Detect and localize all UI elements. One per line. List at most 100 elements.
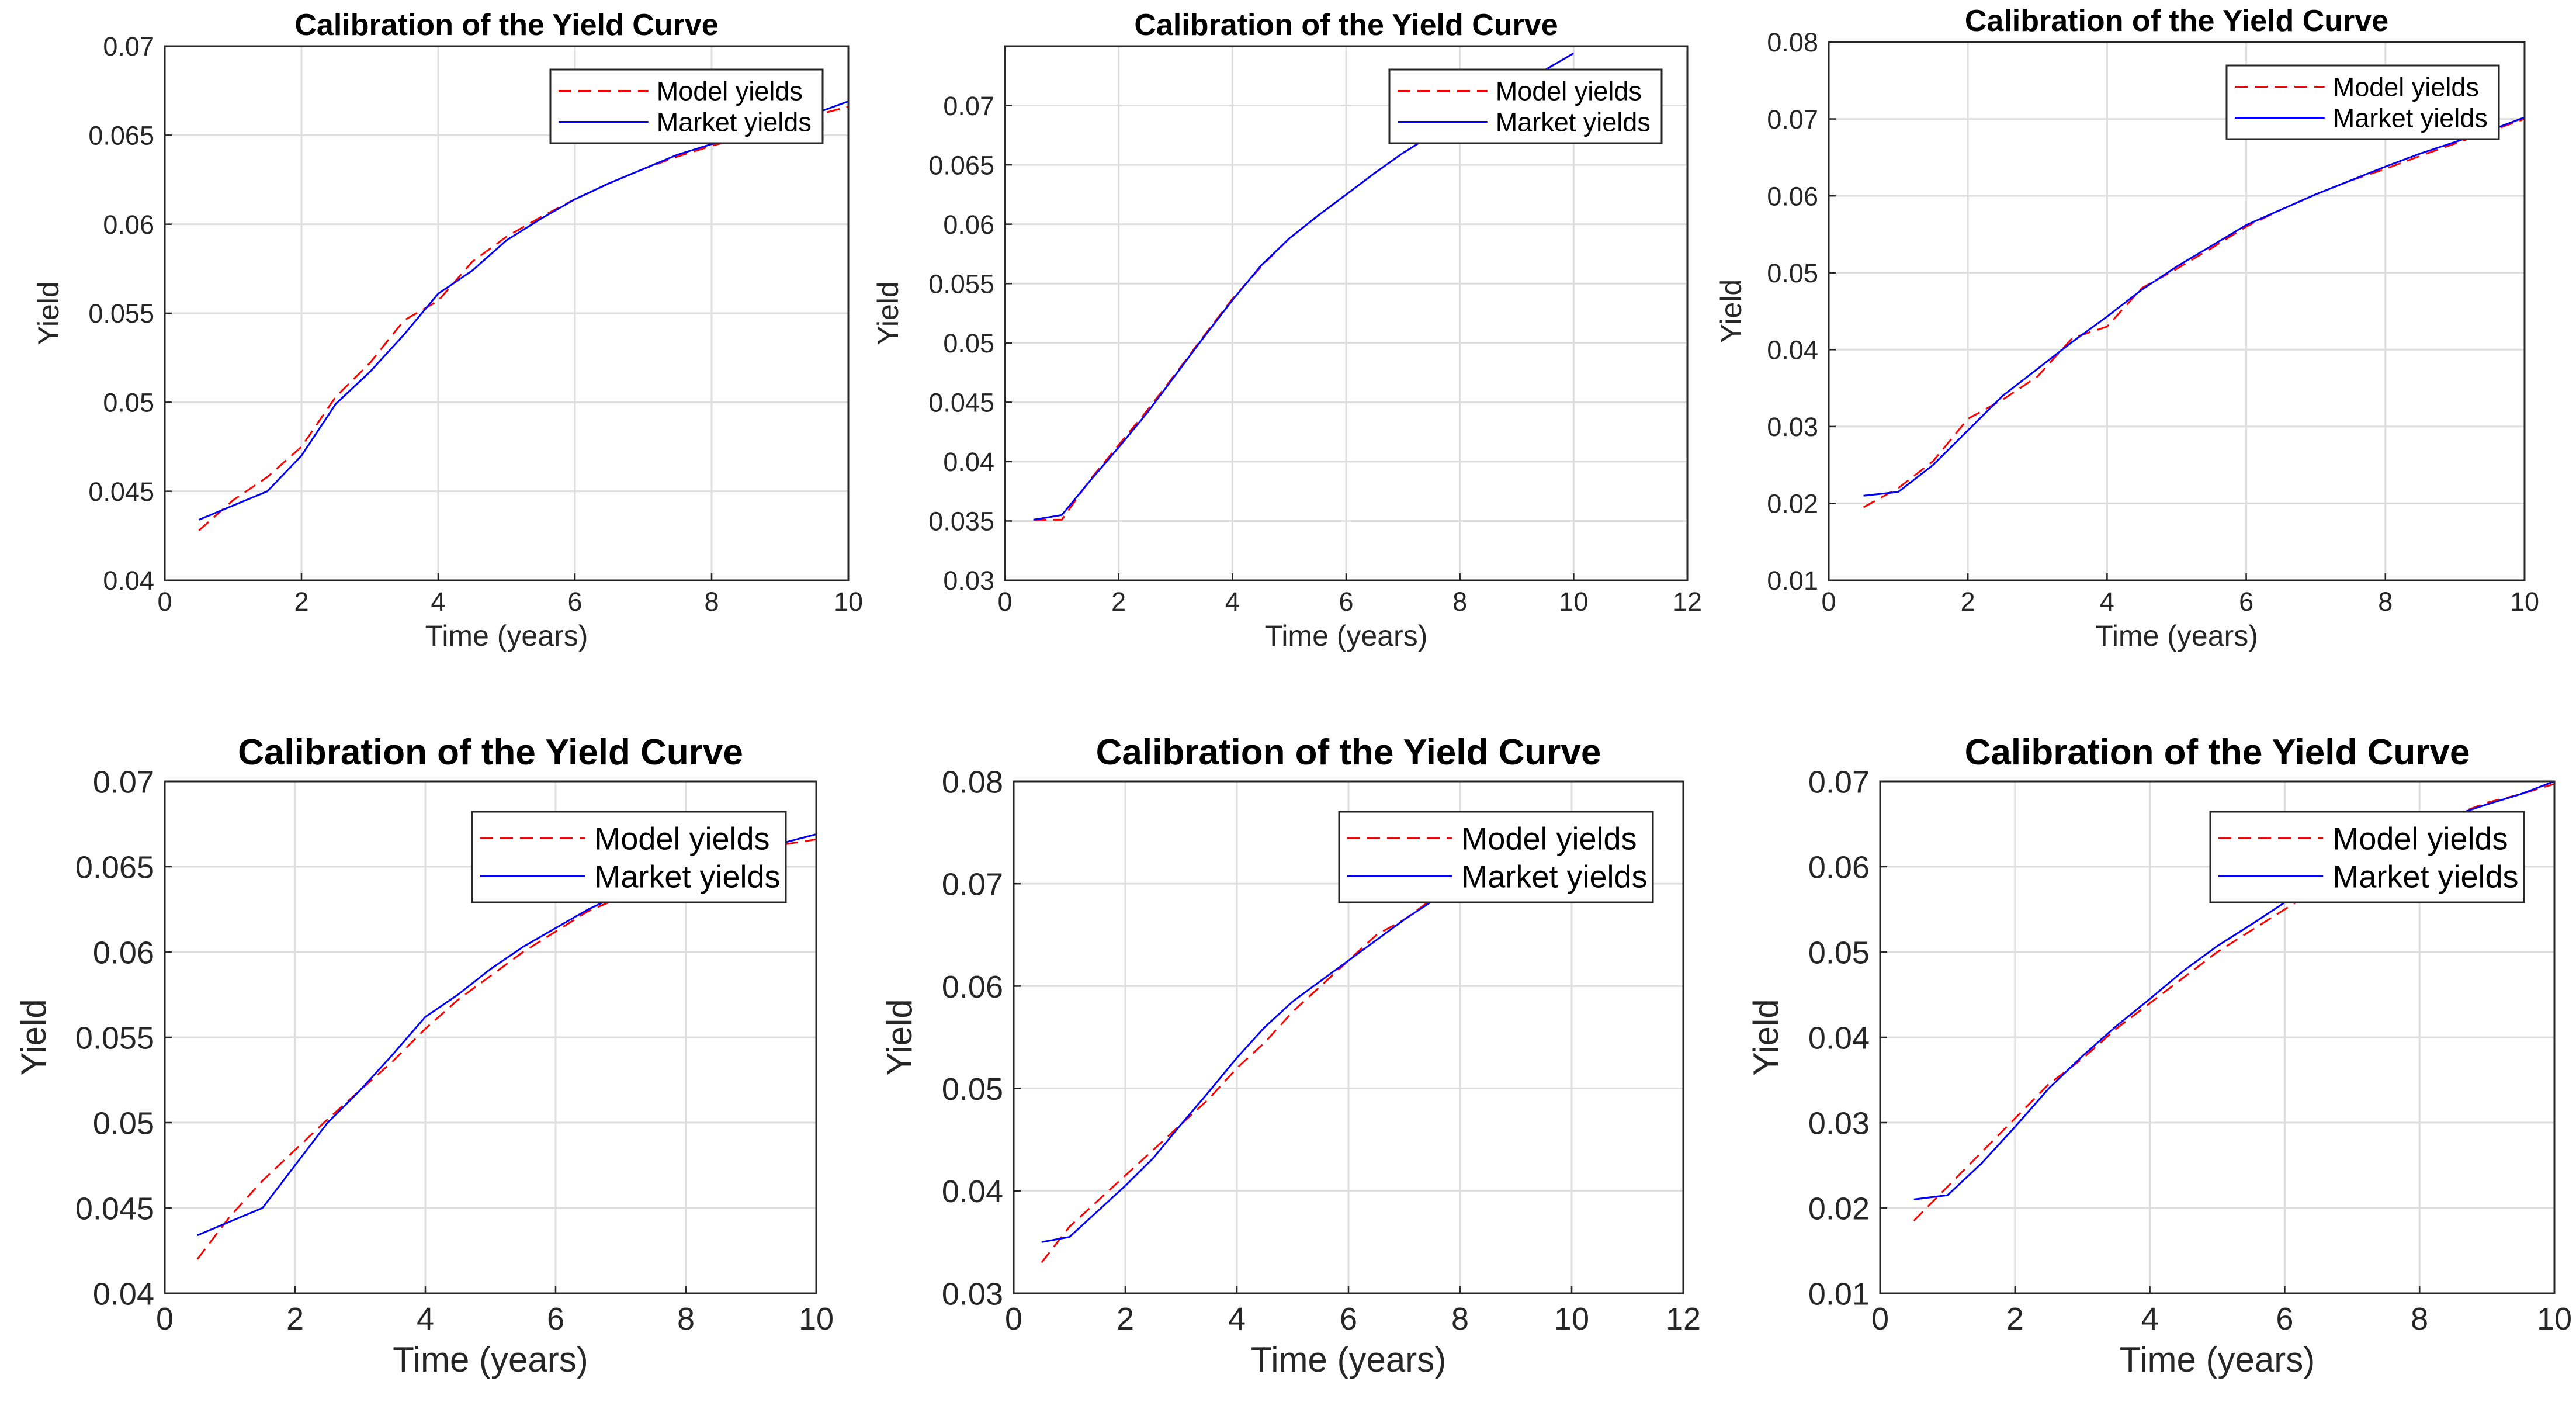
chart-title: Calibration of the Yield Curve	[1965, 4, 2388, 38]
x-tick-label: 6	[2276, 1301, 2293, 1337]
axes-box	[1879, 780, 2556, 1294]
y-tick-label: 0.05	[1808, 935, 1870, 970]
x-axis-label: Time (years)	[2120, 1340, 2315, 1379]
y-tick-label: 0.06	[103, 210, 154, 240]
y-axis-label: Yield	[880, 999, 919, 1075]
y-tick-label: 0.05	[942, 1072, 1003, 1107]
x-tick-label: 2	[286, 1301, 304, 1337]
x-tick-label: 6	[1339, 587, 1353, 617]
y-tick-label: 0.055	[88, 299, 154, 328]
y-tick-label: 0.03	[1767, 412, 1818, 442]
x-tick-label: 6	[567, 587, 582, 617]
y-tick-label: 0.07	[103, 32, 154, 61]
x-tick-label: 0	[1005, 1301, 1022, 1337]
y-tick-label: 0.07	[93, 764, 154, 799]
y-axis-label: Yield	[872, 281, 904, 345]
x-tick-label: 12	[1666, 1301, 1701, 1337]
x-axis-label: Time (years)	[1265, 619, 1428, 652]
y-tick-label: 0.05	[103, 388, 154, 418]
series-line-model	[1913, 783, 2555, 1221]
legend-box	[1388, 68, 1663, 144]
x-tick-label: 8	[704, 587, 719, 617]
x-axis-label: Time (years)	[2095, 619, 2258, 652]
y-tick-label: 0.06	[943, 210, 994, 240]
legend-box	[2209, 811, 2525, 903]
x-tick-label: 4	[1228, 1301, 1246, 1337]
x-tick-label: 4	[1225, 587, 1240, 617]
y-tick-label: 0.07	[1808, 764, 1870, 799]
x-tick-label: 2	[2006, 1301, 2024, 1337]
y-tick-label: 0.065	[88, 121, 154, 151]
x-tick-label: 2	[1117, 1301, 1134, 1337]
x-axis-label: Time (years)	[1251, 1340, 1446, 1379]
x-tick-label: 8	[1451, 1301, 1469, 1337]
x-tick-label: 10	[1559, 587, 1588, 617]
y-tick-label: 0.07	[1767, 105, 1818, 134]
legend-box	[1338, 811, 1654, 903]
y-tick-label: 0.02	[1767, 489, 1818, 519]
y-tick-label: 0.08	[942, 764, 1003, 799]
x-tick-label: 10	[834, 587, 863, 617]
y-axis-label: Yield	[1746, 999, 1785, 1075]
chart-title: Calibration of the Yield Curve	[1965, 732, 2470, 773]
legend-box	[2225, 64, 2500, 140]
y-tick-label: 0.02	[1808, 1191, 1870, 1226]
y-tick-label: 0.04	[1767, 335, 1818, 365]
y-tick-label: 0.04	[93, 1276, 154, 1311]
y-axis-label: Yield	[14, 999, 53, 1075]
x-tick-label: 8	[1452, 587, 1467, 617]
x-tick-label: 12	[1673, 587, 1702, 617]
chart-panel-2: 0 2 4 6 8 10 12 0.03 0.035 0.04 0.045 0.05 0.055 0.06…	[872, 8, 1702, 652]
y-tick-label: 0.04	[1808, 1020, 1870, 1055]
x-tick-label: 2	[294, 587, 308, 617]
legend-label: Model yields	[1461, 821, 1637, 856]
y-tick-label: 0.05	[93, 1106, 154, 1141]
axes-box	[1828, 41, 2526, 581]
y-tick-label: 0.08	[1767, 27, 1818, 57]
y-tick-label: 0.055	[928, 269, 994, 299]
chart-panel-6: 0 2 4 6 8 10 0.01 0.02 0.03 0.04 0.05 0.06 0.07 Calib…	[1746, 732, 2572, 1379]
y-tick-label: 0.06	[942, 970, 1003, 1005]
x-tick-label: 6	[1340, 1301, 1357, 1337]
y-tick-label: 0.05	[1767, 258, 1818, 288]
x-tick-label: 10	[2537, 1301, 2572, 1337]
x-tick-label: 4	[431, 587, 445, 617]
y-tick-label: 0.055	[75, 1020, 154, 1055]
y-tick-label: 0.045	[928, 388, 994, 418]
y-axis-label: Yield	[32, 281, 65, 345]
legend-label: Market yields	[1496, 108, 1651, 137]
chart-title: Calibration of the Yield Curve	[1134, 8, 1558, 42]
y-tick-label: 0.035	[928, 507, 994, 536]
x-tick-label: 4	[2100, 587, 2114, 617]
x-tick-label: 0	[1821, 587, 1836, 617]
series-line-model	[1863, 118, 2525, 508]
legend-label: Model yields	[657, 77, 803, 106]
legend-label: Model yields	[594, 821, 769, 856]
legend-label: Market yields	[2332, 859, 2518, 894]
legend-label: Model yields	[2332, 821, 2508, 856]
x-tick-label: 0	[997, 587, 1012, 617]
x-tick-label: 4	[2141, 1301, 2159, 1337]
legend-box	[549, 68, 824, 144]
chart-panel-5: 0 2 4 6 8 10 12 0.03 0.04 0.05 0.06 0.07 0.08 Calibra…	[880, 732, 1701, 1379]
x-tick-label: 0	[156, 1301, 174, 1337]
y-tick-label: 0.01	[1767, 566, 1818, 596]
x-tick-label: 2	[1111, 587, 1126, 617]
chart-panel-1: 0 2 4 6 8 10 0.04 0.045 0.05 0.055 0.06 0.065 0.07 Ca…	[32, 8, 863, 652]
legend-label: Market yields	[2333, 103, 2488, 133]
y-tick-label: 0.045	[75, 1191, 154, 1226]
y-tick-label: 0.04	[943, 447, 994, 477]
y-tick-label: 0.06	[1767, 181, 1818, 211]
axes-box	[1013, 780, 1684, 1294]
y-tick-label: 0.065	[75, 850, 154, 885]
series-line-market	[1863, 116, 2525, 497]
y-tick-label: 0.06	[93, 935, 154, 970]
legend-label: Model yields	[1496, 77, 1642, 106]
y-tick-label: 0.07	[942, 867, 1003, 902]
y-tick-label: 0.03	[1808, 1106, 1870, 1141]
x-tick-label: 6	[2239, 587, 2253, 617]
y-tick-label: 0.06	[1808, 850, 1870, 885]
x-tick-label: 8	[2411, 1301, 2428, 1337]
legend-label: Market yields	[1461, 859, 1647, 894]
